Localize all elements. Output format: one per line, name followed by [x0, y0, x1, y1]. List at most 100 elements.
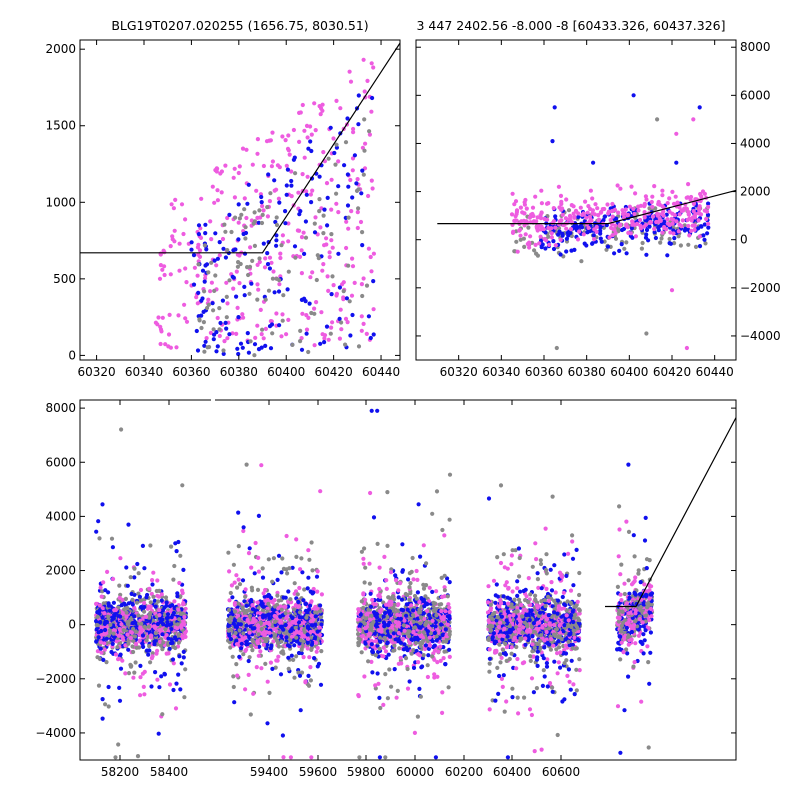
data-point	[208, 330, 213, 335]
data-point	[161, 640, 166, 645]
data-point	[214, 263, 219, 268]
data-point	[181, 567, 186, 573]
data-point	[308, 678, 313, 683]
data-point	[560, 212, 565, 217]
data-point	[169, 202, 174, 207]
data-point	[268, 346, 274, 351]
data-point	[405, 686, 411, 691]
data-point	[227, 332, 232, 337]
data-point	[270, 331, 275, 336]
data-point	[286, 655, 291, 660]
data-point	[232, 601, 237, 606]
data-point	[244, 608, 249, 614]
data-point	[330, 320, 335, 325]
data-point	[361, 276, 366, 281]
data-point	[324, 324, 330, 329]
data-point	[309, 200, 314, 205]
data-point	[602, 214, 608, 219]
data-point	[317, 197, 322, 202]
data-point	[289, 634, 295, 639]
data-point	[195, 301, 200, 306]
data-point	[132, 614, 137, 619]
data-point	[370, 186, 375, 191]
data-point	[237, 654, 242, 660]
data-point	[315, 629, 320, 634]
data-point	[265, 642, 270, 648]
data-point	[236, 315, 241, 320]
data-point	[371, 332, 376, 337]
data-point	[113, 652, 119, 657]
data-point	[294, 537, 299, 542]
data-point	[631, 93, 636, 98]
data-point	[242, 284, 247, 289]
data-point	[243, 635, 248, 640]
data-point	[329, 232, 334, 237]
data-point	[383, 649, 388, 654]
data-point	[256, 569, 261, 574]
data-point	[322, 333, 328, 338]
data-point	[235, 252, 240, 257]
data-point	[414, 596, 419, 601]
data-point	[122, 601, 127, 606]
data-point	[99, 628, 104, 634]
data-point	[633, 191, 638, 196]
data-point	[370, 670, 375, 675]
data-point	[259, 332, 264, 337]
data-point	[148, 633, 154, 638]
data-point	[210, 301, 215, 306]
data-point	[147, 612, 152, 618]
data-point	[226, 623, 231, 628]
data-point	[241, 528, 246, 534]
data-point	[289, 178, 294, 184]
data-point	[247, 655, 252, 660]
data-point	[521, 236, 527, 241]
data-point	[271, 269, 276, 274]
data-point	[551, 219, 557, 224]
data-point	[225, 301, 230, 306]
data-point	[153, 670, 158, 675]
data-point	[104, 660, 109, 665]
data-point	[274, 311, 279, 316]
data-point	[690, 223, 695, 228]
data-point	[318, 603, 323, 608]
data-point	[309, 148, 314, 154]
data-point	[244, 647, 249, 652]
data-point	[297, 228, 302, 233]
data-point	[220, 298, 225, 303]
data-point	[184, 280, 189, 285]
data-point	[231, 175, 236, 180]
data-point	[292, 155, 297, 160]
data-point	[259, 463, 264, 468]
data-point	[167, 312, 172, 317]
data-point	[234, 331, 239, 336]
data-point	[102, 611, 107, 616]
data-point	[368, 631, 373, 636]
data-point	[147, 618, 152, 623]
data-point	[177, 617, 182, 622]
data-point	[130, 621, 135, 626]
data-point	[256, 653, 261, 658]
data-point	[261, 615, 266, 620]
data-point	[152, 642, 157, 647]
data-point	[226, 628, 231, 633]
data-point	[255, 297, 260, 302]
data-point	[329, 292, 334, 297]
data-point	[299, 651, 304, 656]
data-point	[322, 207, 327, 212]
data-point	[617, 248, 622, 253]
data-point	[153, 631, 158, 636]
data-point	[199, 196, 204, 201]
data-point	[318, 225, 323, 230]
data-point	[558, 237, 563, 242]
data-point	[207, 344, 212, 350]
data-point	[624, 223, 629, 229]
data-point	[286, 239, 291, 244]
data-point	[274, 238, 279, 243]
data-point	[170, 237, 175, 242]
data-point	[191, 282, 197, 287]
data-point	[151, 624, 157, 629]
data-point	[350, 168, 355, 173]
data-point	[246, 672, 251, 678]
data-point	[330, 274, 335, 279]
data-point	[255, 215, 260, 220]
